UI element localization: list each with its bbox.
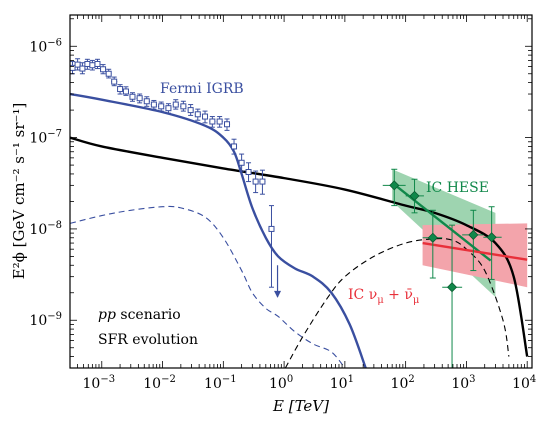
hese-point-2	[422, 209, 443, 279]
hese-point-3	[442, 224, 463, 368]
fermi-point-6	[100, 64, 107, 75]
numu-fit-curve	[422, 241, 528, 261]
fermi-point-10	[122, 86, 129, 96]
hese-point-0	[382, 168, 406, 207]
fermi-point-29	[259, 169, 266, 195]
fermi-point-18	[180, 100, 187, 112]
fermi-point-16	[165, 103, 172, 114]
fermi-point-28	[252, 170, 259, 194]
sfr-evolution-label: SFR evolution	[98, 332, 198, 348]
fermi-point-27	[245, 162, 252, 183]
fermi-point-17	[172, 99, 179, 110]
ic-numu-label: IC νμ + ν̄μ	[348, 287, 420, 306]
hese-point-4	[462, 209, 484, 272]
x-axis-label: E [TeV]	[272, 397, 329, 415]
y-axis-label: E²ϕ [GeV cm⁻² s⁻¹ sr⁻¹]	[10, 103, 28, 280]
fermi-point-15	[157, 101, 165, 112]
gamma-dashed-curve	[70, 205, 346, 368]
fermi-point-23	[216, 116, 223, 128]
ic-hese-label: IC HESE	[426, 180, 489, 196]
fermi-point-2	[79, 62, 86, 75]
fermi-point-7	[105, 68, 112, 79]
fermi-point-24	[224, 118, 231, 131]
x-tick-label: 100	[269, 374, 293, 392]
x-tick-label: 10−1	[204, 374, 237, 392]
fermi-point-8	[111, 76, 118, 87]
plot-frame	[69, 14, 533, 369]
fermi-point-21	[202, 110, 209, 124]
y-tick-label: 10−6	[29, 37, 62, 55]
fermi-point-5	[94, 58, 101, 70]
fermi-point-14	[150, 99, 157, 110]
x-tick-label: 103	[451, 374, 475, 392]
fermi-point-19	[187, 104, 194, 116]
pp-scenario-label: pp scenario	[98, 307, 181, 323]
fermi-point-25	[231, 138, 238, 155]
fermi-igrb-label: Fermi IGRB	[160, 81, 244, 97]
x-tick-label: 104	[512, 374, 536, 392]
x-tick-label: 10−3	[82, 374, 115, 392]
fermi-point-22	[209, 116, 216, 128]
fermi-point-9	[117, 84, 124, 95]
y-tick-label: 10−9	[29, 311, 62, 329]
y-tick-label: 10−8	[29, 220, 62, 238]
x-tick-label: 102	[391, 374, 415, 392]
fermi-upper-limit-arrow	[274, 290, 282, 298]
fermi-point-12	[136, 93, 143, 104]
fermi-point-11	[129, 92, 136, 102]
hese-point-1	[405, 178, 424, 214]
neutrino-dashed-curve	[284, 238, 510, 368]
x-tick-label: 10−2	[143, 374, 176, 392]
x-tick-label: 101	[330, 374, 354, 392]
y-tick-label: 10−7	[29, 129, 62, 147]
fermi-point-30	[268, 205, 275, 288]
fermi-point-13	[143, 96, 150, 107]
fermi-point-1	[74, 58, 81, 71]
fermi-point-26	[238, 153, 245, 172]
fermi-point-4	[89, 59, 96, 71]
fermi-point-20	[194, 108, 202, 121]
hese-point-5	[483, 206, 502, 280]
total-curve	[70, 136, 529, 357]
fermi-fit-curve	[70, 92, 367, 368]
